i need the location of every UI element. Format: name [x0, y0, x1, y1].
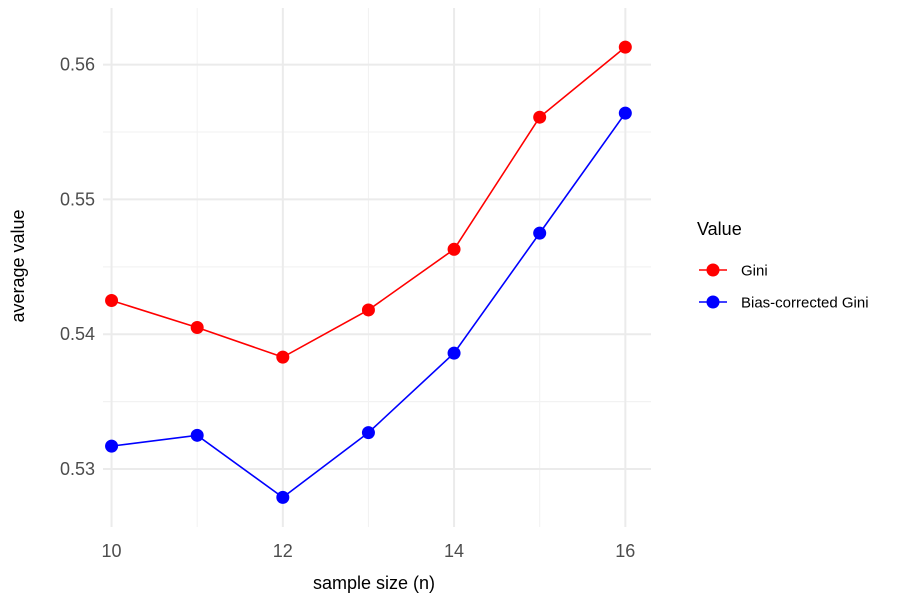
- y-tick-label: 0.55: [60, 189, 95, 209]
- y-tick-label: 0.53: [60, 459, 95, 479]
- data-point: [618, 106, 632, 120]
- data-point: [105, 439, 119, 453]
- x-tick-label: 16: [615, 541, 635, 561]
- legend-title: Value: [697, 219, 742, 239]
- y-tick-label: 0.56: [60, 55, 95, 75]
- y-axis-title: average value: [8, 209, 28, 322]
- legend-key-point: [706, 263, 720, 277]
- data-point: [361, 303, 375, 317]
- y-axis-ticks: 0.53 0.54 0.55 0.56: [60, 55, 95, 479]
- data-point: [533, 110, 547, 124]
- series-layer: [105, 40, 632, 504]
- x-tick-label: 14: [444, 541, 464, 561]
- legend-key-point: [706, 295, 720, 309]
- series-1: [105, 106, 632, 504]
- legend-item: Gini: [699, 263, 768, 280]
- series-0: [105, 40, 632, 364]
- data-point: [447, 242, 461, 256]
- legend-label: Gini: [741, 263, 768, 280]
- data-point: [618, 40, 632, 54]
- data-point: [190, 320, 204, 334]
- data-point: [533, 226, 547, 240]
- legend-label: Bias-corrected Gini: [741, 295, 869, 312]
- x-tick-label: 10: [102, 541, 122, 561]
- data-point: [105, 294, 119, 308]
- grid: [103, 8, 651, 527]
- x-tick-label: 12: [273, 541, 293, 561]
- legend-items: Gini Bias-corrected Gini: [699, 263, 869, 312]
- x-axis-ticks: 10 12 14 16: [102, 541, 636, 561]
- y-tick-label: 0.54: [60, 324, 95, 344]
- x-axis-title: sample size (n): [313, 573, 435, 593]
- legend: Value Gini Bias-corrected Gini: [697, 219, 869, 312]
- data-point: [276, 490, 290, 504]
- data-point: [190, 428, 204, 442]
- data-point: [447, 346, 461, 360]
- data-point: [276, 350, 290, 364]
- legend-item: Bias-corrected Gini: [699, 295, 869, 312]
- data-point: [361, 426, 375, 440]
